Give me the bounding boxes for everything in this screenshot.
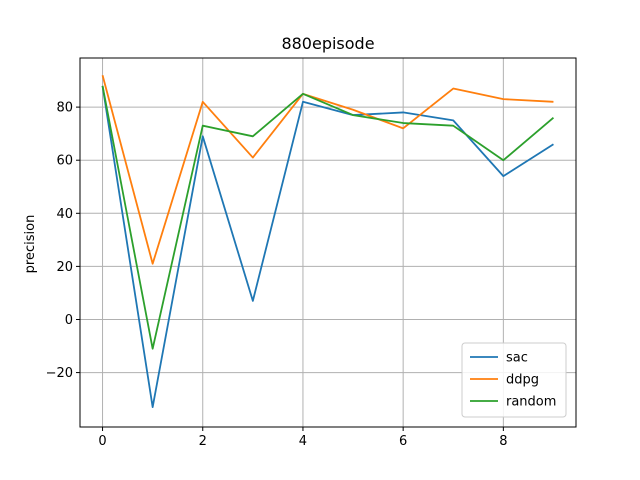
y-tick-label: −20: [46, 366, 73, 381]
legend-label-sac: sac: [506, 351, 528, 366]
x-tick-label: 2: [199, 434, 207, 449]
y-axis-title: precision: [23, 215, 38, 274]
series-line-sac: [101, 85, 554, 408]
x-tick-label: 6: [399, 434, 407, 449]
series-line-ddpg: [101, 75, 554, 265]
y-tick-label: 60: [56, 154, 73, 169]
legend-box: [461, 342, 567, 418]
series-line-random: [101, 85, 555, 350]
legend: sac ddpg random: [461, 342, 567, 418]
x-tick-label: 8: [499, 434, 507, 449]
legend-label-random: random: [506, 395, 556, 410]
grid: [80, 58, 576, 427]
axis-ticks: 0 2 4 6 8 −20 0 20 40 60 80: [46, 101, 508, 449]
plot-frame: [79, 57, 577, 428]
y-tick-label: 20: [56, 260, 73, 275]
x-tick-label: 4: [299, 434, 307, 449]
legend-label-ddpg: ddpg: [506, 373, 539, 388]
series-lines: [101, 75, 555, 408]
x-tick-label: 0: [98, 434, 106, 449]
y-tick-label: 40: [56, 207, 73, 222]
chart-title: 880episode: [281, 34, 374, 53]
y-tick-label: 80: [56, 101, 73, 116]
y-tick-label: 0: [65, 313, 73, 328]
